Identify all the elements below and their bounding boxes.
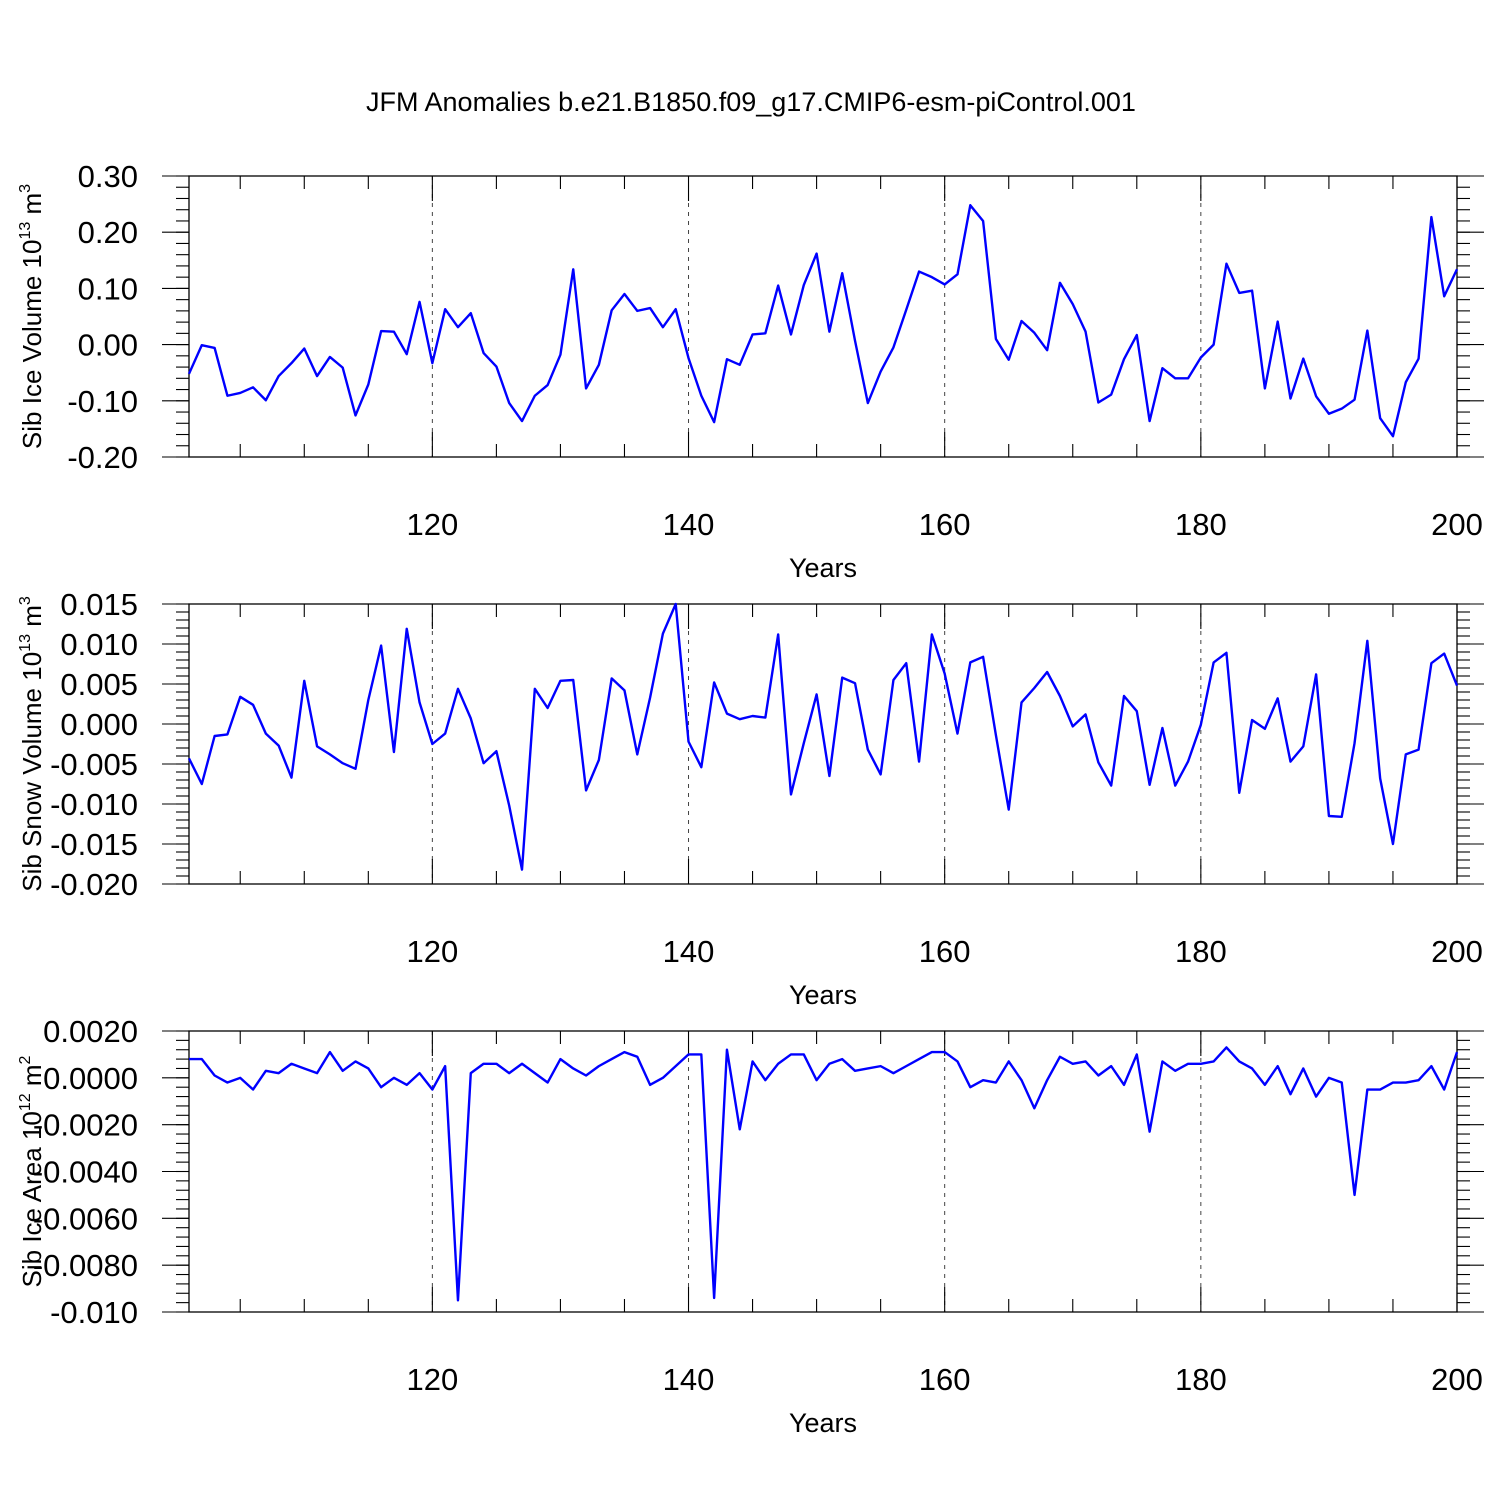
y-tick-label: 0.0000 <box>43 1061 138 1096</box>
x-tick-label: 180 <box>1175 507 1227 542</box>
y-axis-label-unit2: m <box>17 1064 47 1093</box>
y-axis-label-unit2: m <box>17 193 47 222</box>
y-tick-label: 0.015 <box>60 587 138 622</box>
panel-ice-volume: -0.20 -0.10 0.00 0.10 0.20 0.30 120 140 160 180 20… <box>17 159 1484 583</box>
x-tick-label: 180 <box>1175 934 1227 969</box>
y-axis-label-exp2: 2 <box>17 1055 34 1064</box>
x-tick-label: 160 <box>919 507 971 542</box>
y-tick-label: -0.0080 <box>33 1248 138 1283</box>
x-tick-label: 120 <box>406 934 458 969</box>
y-tick-label: -0.20 <box>67 440 138 475</box>
x-tick-label: 180 <box>1175 1362 1227 1397</box>
x-axis-label: Years <box>789 1408 857 1438</box>
y-tick-label: -0.005 <box>50 747 138 782</box>
y-axis-label: Sib Ice Volume 1013 m3 <box>17 184 47 449</box>
y-tick-label: -0.0040 <box>33 1155 138 1190</box>
y-tick-label: 0.10 <box>78 271 138 306</box>
x-axis-label: Years <box>789 980 857 1010</box>
plot-frame <box>188 603 1458 885</box>
y-tick-label: -0.0020 <box>33 1108 138 1143</box>
y-tick-label: 0.30 <box>78 159 138 194</box>
y-axis-label: Sib Ice Area 1012 m2 <box>17 1055 47 1287</box>
x-tick-label: 120 <box>406 507 458 542</box>
y-axis-label: Sib Snow Volume 1013 m3 <box>17 596 47 892</box>
x-tick-label: 140 <box>663 934 715 969</box>
y-tick-label: -0.020 <box>50 867 138 902</box>
y-axis-label-name: Sib Ice Volume <box>17 268 47 449</box>
series-line <box>187 602 1459 871</box>
y-axis-label-exp2: 3 <box>17 184 34 193</box>
y-tick-label: -0.0060 <box>33 1201 138 1236</box>
x-tick-label: 160 <box>919 1362 971 1397</box>
x-tick-label: 120 <box>406 1362 458 1397</box>
panel-snow-volume: -0.020 -0.015 -0.010 -0.005 0.000 0.005 0.010 0… <box>17 587 1484 1010</box>
x-tick-label: 200 <box>1431 934 1483 969</box>
x-tick-label: 200 <box>1431 507 1483 542</box>
y-axis-label-exp2: 3 <box>17 596 34 605</box>
figure-title: JFM Anomalies b.e21.B1850.f09_g17.CMIP6-… <box>366 87 1136 117</box>
y-axis-label-unit: 10 <box>17 240 47 269</box>
y-axis-label-unit2: m <box>17 605 47 634</box>
y-tick-label: -0.010 <box>50 787 138 822</box>
y-tick-label: 0.000 <box>60 707 138 742</box>
y-axis-label-name: Sib Ice Area <box>17 1140 47 1287</box>
y-axis-label-exp: 12 <box>17 1093 34 1111</box>
x-axis-label: Years <box>789 553 857 583</box>
x-tick-label: 200 <box>1431 1362 1483 1397</box>
y-tick-label: 0.00 <box>78 328 138 363</box>
y-tick-label: -0.015 <box>50 827 138 862</box>
y-axis-label-exp: 13 <box>17 634 34 652</box>
x-tick-label: 140 <box>663 1362 715 1397</box>
y-tick-label: -0.10 <box>67 384 138 419</box>
y-tick-label: -0.010 <box>50 1295 138 1330</box>
y-axis-label-name: Sib Snow Volume <box>17 681 47 892</box>
x-tick-label: 140 <box>663 507 715 542</box>
y-tick-label: 0.010 <box>60 627 138 662</box>
y-axis-label-exp: 13 <box>17 222 34 240</box>
panel-ice-area: -0.010 -0.0080 -0.0060 -0.0040 -0.0020 0.0000… <box>17 1014 1484 1438</box>
series-line <box>187 204 1459 438</box>
y-axis-label-unit: 10 <box>17 1111 47 1140</box>
plot-frame <box>188 175 1458 458</box>
x-tick-label: 160 <box>919 934 971 969</box>
y-tick-label: 0.005 <box>60 667 138 702</box>
y-tick-label: 0.0020 <box>43 1014 138 1049</box>
series-line <box>189 1046 1459 1302</box>
y-axis-label-unit: 10 <box>17 652 47 681</box>
y-tick-label: 0.20 <box>78 215 138 250</box>
